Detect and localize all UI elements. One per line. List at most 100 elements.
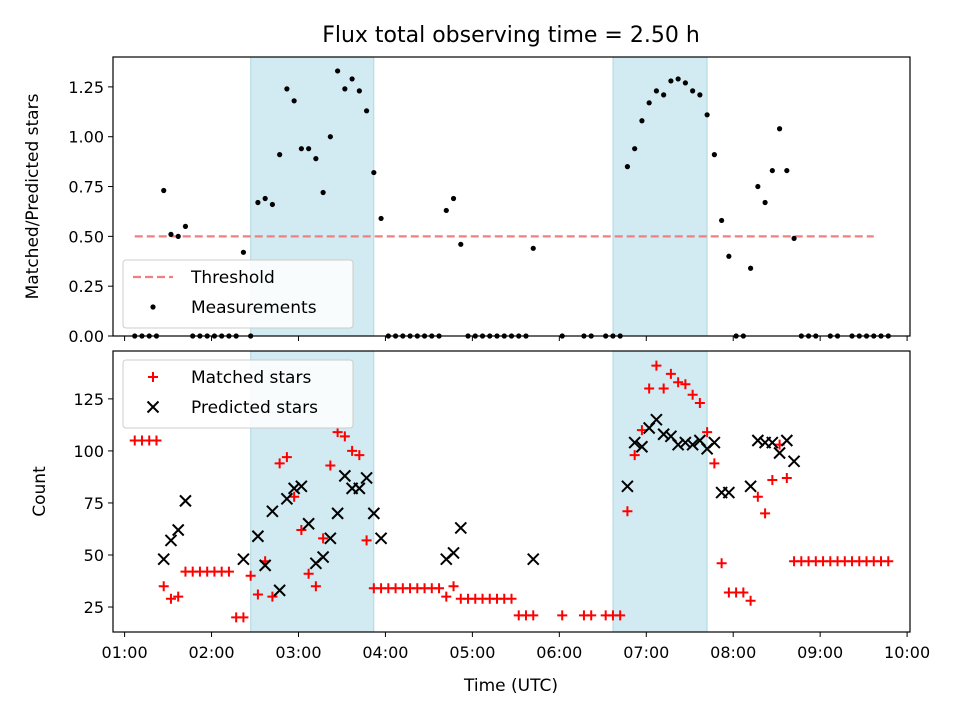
count-x-ticks: 01:00 02:00 03:00 04:00 05:00 06:00 07:00 08:00… bbox=[102, 632, 930, 662]
x-tick-label: 07:00 bbox=[623, 643, 669, 662]
predicted-stars-point bbox=[621, 480, 634, 493]
predicted-stars-point bbox=[157, 552, 170, 566]
x-tick-label: 02:00 bbox=[188, 643, 234, 662]
matched-stars-point bbox=[303, 568, 314, 579]
y-tick-label: 1.25 bbox=[68, 78, 104, 97]
predicted-stars-point bbox=[258, 559, 272, 572]
measurement-point bbox=[458, 241, 464, 247]
predicted-stars-point bbox=[338, 469, 352, 483]
predicted-stars-point bbox=[722, 486, 736, 499]
matched-stars-point bbox=[767, 475, 778, 486]
matched-stars-point bbox=[752, 491, 763, 502]
matched-stars-point bbox=[238, 612, 249, 623]
legend-label: Predicted stars bbox=[191, 398, 318, 418]
predicted-stars-point bbox=[751, 434, 765, 447]
matched-stars-point bbox=[245, 570, 256, 581]
predicted-stars-point bbox=[316, 550, 330, 564]
count-marks bbox=[129, 360, 894, 623]
ratio-x-ticks bbox=[124, 336, 908, 341]
matched-stars-point bbox=[158, 581, 169, 592]
matched-stars-point bbox=[448, 581, 459, 592]
predicted-stars-point bbox=[367, 507, 381, 520]
measurement-point bbox=[530, 245, 536, 251]
count-panel: 25 50 75 100 125 01:00 02:00 03:00 04:00 05:00 06… bbox=[30, 350, 930, 662]
matched-stars-point bbox=[673, 377, 684, 388]
x-tick-label: 09:00 bbox=[797, 643, 843, 662]
legend-matched-swatch bbox=[148, 372, 158, 382]
matched-stars-point bbox=[165, 593, 176, 604]
predicted-stars-point bbox=[773, 446, 786, 460]
x-tick-label: 10:00 bbox=[884, 643, 930, 662]
measurement-point bbox=[624, 164, 631, 170]
x-tick-label: 06:00 bbox=[536, 643, 582, 662]
measurement-point bbox=[690, 88, 696, 94]
measurement-point bbox=[240, 249, 247, 255]
measurement-point bbox=[320, 189, 326, 196]
legend-predicted-swatch bbox=[146, 400, 160, 414]
y-tick-label: 50 bbox=[84, 546, 104, 565]
predicted-stars-point bbox=[251, 530, 265, 543]
predicted-stars-point bbox=[708, 436, 721, 449]
count-y-tick-labels: 25 50 75 100 125 bbox=[73, 390, 113, 617]
measurement-point bbox=[632, 146, 638, 152]
ratio-panel: 0.00 0.25 0.50 0.75 1.00 1.25 Matched/Predict… bbox=[23, 56, 911, 346]
predicted-stars-point bbox=[780, 434, 794, 447]
matched-stars-point bbox=[318, 533, 329, 544]
measurement-point bbox=[371, 169, 377, 176]
shaded-interval bbox=[612, 56, 708, 337]
chart-title: Flux total observing time = 2.50 h bbox=[322, 23, 700, 48]
x-tick-label: 01:00 bbox=[102, 643, 148, 662]
count-y-axis-label: Count bbox=[30, 466, 50, 517]
matched-stars-point bbox=[883, 556, 894, 567]
matched-stars-point bbox=[339, 431, 350, 442]
predicted-stars-point bbox=[237, 552, 250, 566]
matched-stars-point bbox=[332, 427, 343, 438]
measurement-point bbox=[327, 134, 333, 140]
predicted-stars-point bbox=[287, 482, 301, 495]
measurement-point bbox=[313, 156, 319, 162]
measurement-point bbox=[653, 88, 660, 94]
predicted-stars-point bbox=[331, 507, 344, 520]
matched-stars-point bbox=[760, 508, 771, 519]
measurement-point bbox=[711, 152, 717, 158]
predicted-stars-point bbox=[787, 455, 801, 468]
matched-stars-point bbox=[586, 610, 597, 621]
measurement-point bbox=[762, 199, 768, 206]
measurement-point bbox=[291, 98, 297, 104]
predicted-stars-point bbox=[273, 584, 286, 597]
legend-label: Measurements bbox=[191, 298, 317, 318]
matched-stars-point bbox=[709, 458, 720, 469]
y-tick-label: 0.25 bbox=[68, 277, 104, 296]
predicted-stars-point bbox=[744, 480, 757, 493]
y-tick-label: 75 bbox=[84, 494, 104, 513]
matched-stars-point bbox=[665, 368, 676, 379]
ratio-y-tick-labels: 0.00 0.25 0.50 0.75 1.00 1.25 bbox=[68, 78, 113, 346]
matched-stars-point bbox=[658, 383, 669, 394]
measurement-point bbox=[342, 86, 348, 92]
predicted-stars-point bbox=[266, 505, 279, 518]
predicted-stars-point bbox=[635, 440, 649, 453]
measurement-point bbox=[755, 183, 761, 190]
ratio-legend: Threshold Measurements bbox=[122, 259, 354, 329]
predicted-stars-point bbox=[454, 521, 467, 535]
x-tick-label: 03:00 bbox=[275, 643, 321, 662]
measurement-point bbox=[363, 108, 370, 114]
measurement-point bbox=[443, 207, 449, 214]
count-legend: Matched stars Predicted stars bbox=[122, 359, 354, 429]
matched-stars-point bbox=[615, 610, 626, 621]
matched-stars-point bbox=[434, 583, 445, 594]
measurement-point bbox=[356, 88, 362, 94]
measurement-point bbox=[726, 253, 732, 259]
ratio-marks bbox=[132, 68, 891, 339]
matched-stars-point bbox=[296, 525, 307, 536]
measurement-point bbox=[262, 195, 268, 202]
measurement-point bbox=[298, 146, 304, 152]
matched-stars-point bbox=[557, 610, 568, 621]
measurement-point bbox=[748, 265, 754, 271]
y-tick-label: 25 bbox=[84, 598, 104, 617]
predicted-stars-point bbox=[179, 494, 192, 508]
y-tick-label: 125 bbox=[73, 390, 104, 409]
measurement-point bbox=[769, 167, 775, 174]
matched-stars-point bbox=[745, 595, 756, 606]
matched-stars-point bbox=[354, 450, 365, 461]
